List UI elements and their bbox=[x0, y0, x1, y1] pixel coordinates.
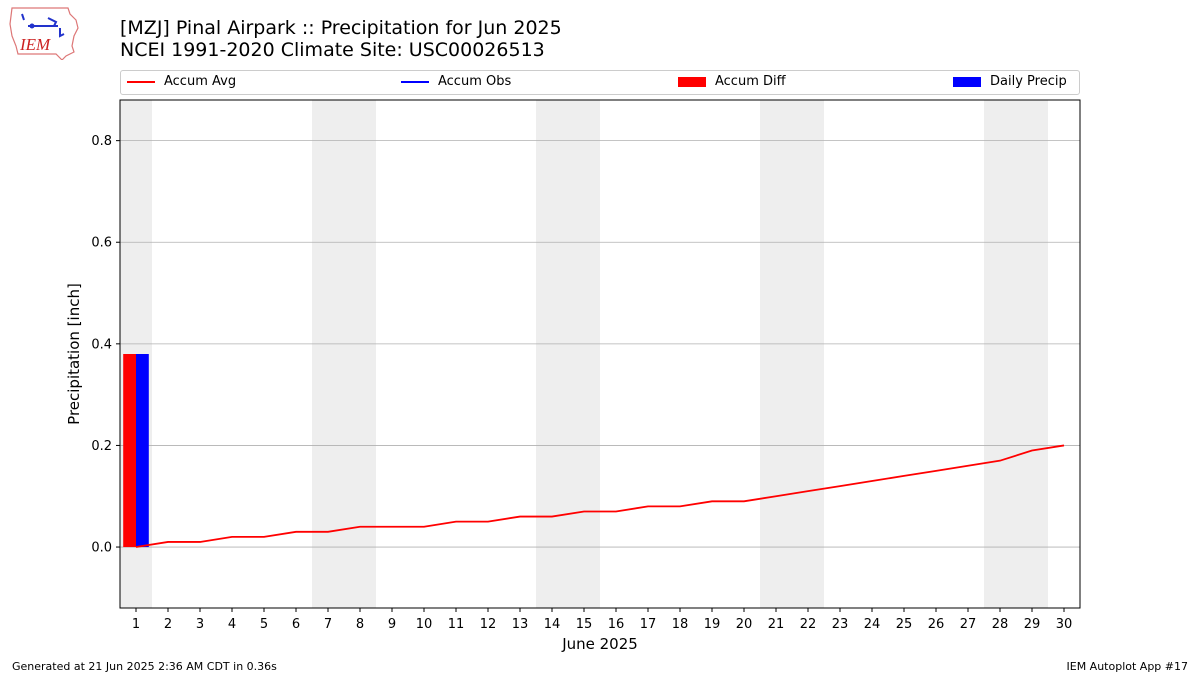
x-tick-label: 29 bbox=[1024, 617, 1041, 632]
weekend-band bbox=[792, 100, 824, 608]
x-tick-label: 11 bbox=[448, 617, 465, 632]
accum-diff-bar bbox=[123, 354, 136, 548]
y-tick-label: 0.2 bbox=[91, 439, 112, 454]
bars bbox=[123, 354, 149, 548]
legend-daily-precip: Daily Precip bbox=[953, 74, 1067, 89]
x-tick-label: 6 bbox=[292, 617, 300, 632]
x-tick-label: 3 bbox=[196, 617, 204, 632]
weekend-band bbox=[984, 100, 1016, 608]
x-tick-label: 16 bbox=[608, 617, 625, 632]
iem-logo: IEM bbox=[9, 7, 79, 60]
x-tick-label: 24 bbox=[864, 617, 881, 632]
x-tick-label: 19 bbox=[704, 617, 721, 632]
x-tick-label: 13 bbox=[512, 617, 529, 632]
x-tick-label: 5 bbox=[260, 617, 268, 632]
x-axis-label: June 2025 bbox=[561, 635, 638, 653]
legend-swatch bbox=[401, 80, 429, 83]
legend-swatch bbox=[678, 76, 706, 87]
legend-swatch bbox=[127, 80, 155, 83]
x-tick-label: 30 bbox=[1056, 617, 1073, 632]
app-note: IEM Autoplot App #17 bbox=[1066, 660, 1189, 673]
y-axis-label: Precipitation [inch] bbox=[65, 283, 83, 425]
iowa-outline-icon bbox=[9, 7, 79, 60]
daily-precip-bar bbox=[136, 354, 149, 548]
x-tick-label: 9 bbox=[388, 617, 396, 632]
x-tick-label: 7 bbox=[324, 617, 332, 632]
weekend-band bbox=[1016, 100, 1048, 608]
weekend-band bbox=[536, 100, 568, 608]
x-tick-label: 8 bbox=[356, 617, 364, 632]
x-tick-label: 25 bbox=[896, 617, 913, 632]
weekend-band bbox=[760, 100, 792, 608]
weekend-shading bbox=[120, 100, 1048, 608]
x-tick-label: 2 bbox=[164, 617, 172, 632]
weekend-band bbox=[312, 100, 344, 608]
chart-subtitle: NCEI 1991-2020 Climate Site: USC00026513 bbox=[120, 39, 545, 61]
legend: Accum Avg Accum Obs Accum Diff Daily Pre… bbox=[120, 70, 1080, 95]
x-tick-label: 12 bbox=[480, 617, 497, 632]
x-tick-label: 23 bbox=[832, 617, 849, 632]
x-tick-label: 27 bbox=[960, 617, 977, 632]
series-lines bbox=[135, 444, 1065, 548]
weekend-band bbox=[344, 100, 376, 608]
x-tick-label: 10 bbox=[416, 617, 433, 632]
y-tick-label: 0.0 bbox=[91, 541, 112, 556]
y-tick-label: 0.8 bbox=[91, 134, 112, 149]
x-tick-label: 14 bbox=[544, 617, 561, 632]
x-tick-label: 15 bbox=[576, 617, 593, 632]
y-tick-label: 0.6 bbox=[91, 236, 112, 251]
x-tick-label: 18 bbox=[672, 617, 689, 632]
legend-swatch bbox=[953, 76, 981, 87]
legend-accum-diff: Accum Diff bbox=[678, 74, 786, 89]
x-tick-label: 28 bbox=[992, 617, 1009, 632]
x-tick-label: 21 bbox=[768, 617, 785, 632]
x-tick-label: 17 bbox=[640, 617, 657, 632]
x-tick-label: 1 bbox=[132, 617, 140, 632]
legend-accum-obs: Accum Obs bbox=[401, 74, 511, 89]
gridlines bbox=[120, 140, 1080, 548]
generated-note: Generated at 21 Jun 2025 2:36 AM CDT in … bbox=[12, 660, 277, 673]
weekend-band bbox=[568, 100, 600, 608]
y-tick-label: 0.4 bbox=[91, 337, 112, 352]
axis-ticks: 0.00.20.40.60.81 2 3 4 5 6 7 8 9 10 11 12 13 14 15 16 17… bbox=[91, 134, 1072, 632]
x-tick-label: 22 bbox=[800, 617, 817, 632]
logo-text: IEM bbox=[19, 35, 51, 54]
x-tick-label: 20 bbox=[736, 617, 753, 632]
plot-frame bbox=[119, 99, 1081, 609]
accum-avg-line bbox=[135, 444, 1065, 548]
x-tick-label: 26 bbox=[928, 617, 945, 632]
legend-accum-avg: Accum Avg bbox=[127, 74, 236, 89]
weekend-band bbox=[120, 100, 152, 608]
x-tick-label: 4 bbox=[228, 617, 236, 632]
chart-title: [MZJ] Pinal Airpark :: Precipitation for… bbox=[120, 17, 562, 39]
